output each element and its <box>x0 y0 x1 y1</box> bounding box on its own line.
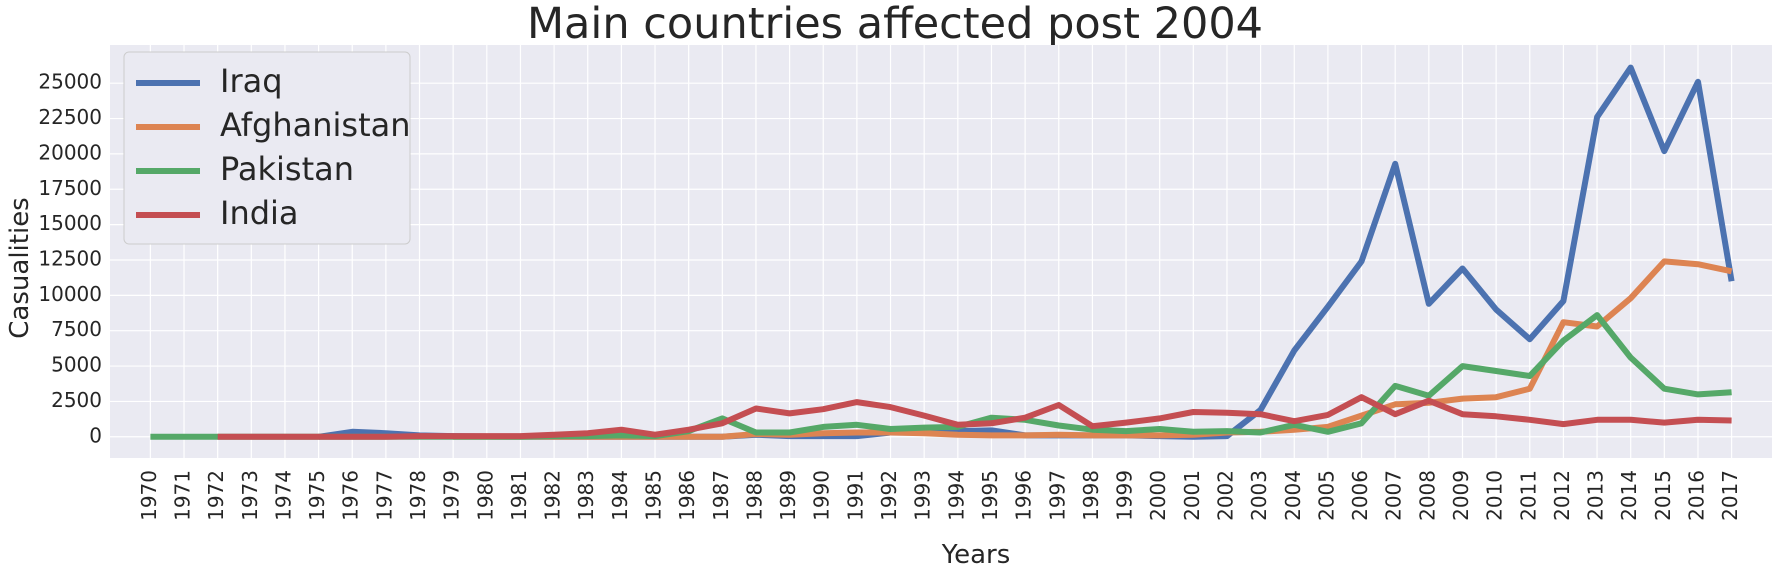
x-tick-label: 2012 <box>1550 470 1574 521</box>
x-tick-label: 1998 <box>1079 470 1103 521</box>
series-lines <box>150 64 1735 440</box>
legend-label: Pakistan <box>220 150 354 188</box>
x-tick-label: 1983 <box>574 470 598 521</box>
y-tick-label: 25000 <box>38 70 102 94</box>
x-tick-label: 2014 <box>1617 470 1641 521</box>
x-tick-label: 2000 <box>1146 470 1170 521</box>
y-tick-label: 22500 <box>38 105 102 129</box>
y-tick-label: 15000 <box>38 211 102 235</box>
x-tick-label: 1996 <box>1012 470 1036 521</box>
legend: Iraq Afghanistan Pakistan India <box>123 51 411 245</box>
y-tick-label: 12500 <box>38 246 102 270</box>
x-tick-label: 1981 <box>507 470 531 521</box>
x-tick-label: 1990 <box>810 470 834 521</box>
x-tick-label: 2002 <box>1213 470 1237 521</box>
x-tick-label: 1995 <box>978 470 1002 521</box>
x-tick-label: 1972 <box>204 470 228 521</box>
x-tick-label: 2013 <box>1584 470 1608 521</box>
x-tick-label: 2010 <box>1483 470 1507 521</box>
y-tick-label: 7500 <box>51 317 102 341</box>
y-axis-label: Casualities <box>5 197 35 338</box>
x-tick-label: 1973 <box>238 470 262 521</box>
series-line-pakistan <box>150 312 1732 440</box>
x-tick-label: 2011 <box>1516 470 1540 521</box>
x-tick-label: 1991 <box>843 470 867 521</box>
x-tick-label: 2003 <box>1247 470 1271 521</box>
x-tick-label: 2005 <box>1314 470 1338 521</box>
x-tick-label: 1992 <box>877 470 901 521</box>
x-tick-label: 1984 <box>608 470 632 521</box>
x-tick-label: 1997 <box>1045 470 1069 521</box>
y-tick-labels: 0 2500 5000 7500 10000 12500 15000 17500 20000 22… <box>38 70 102 448</box>
x-tick-label: 2004 <box>1281 470 1305 521</box>
x-tick-label: 1975 <box>305 470 329 521</box>
y-tick-label: 20000 <box>38 140 102 164</box>
legend-label: India <box>220 194 299 232</box>
x-tick-label: 1988 <box>742 470 766 521</box>
x-tick-label: 2017 <box>1718 470 1742 521</box>
x-tick-label: 1999 <box>1113 470 1137 521</box>
series-line-india <box>217 394 1732 440</box>
y-tick-label: 17500 <box>38 176 102 200</box>
x-tick-label: 1971 <box>171 470 195 521</box>
x-tick-label: 1979 <box>440 470 464 521</box>
x-tick-label: 1977 <box>372 470 396 521</box>
x-tick-label: 2015 <box>1651 470 1675 521</box>
legend-label: Iraq <box>220 62 283 100</box>
x-tick-label: 1989 <box>776 470 800 521</box>
x-tick-label: 1978 <box>406 470 430 521</box>
y-tick-label: 5000 <box>51 353 102 377</box>
x-tick-label: 1993 <box>911 470 935 521</box>
x-tick-label: 1970 <box>137 470 161 521</box>
x-tick-label: 1974 <box>271 470 295 521</box>
x-tick-label: 1980 <box>473 470 497 521</box>
legend-label: Afghanistan <box>220 106 411 144</box>
x-tick-labels: 1970 1971 1972 1973 1974 1975 1976 1977 1978 1979… <box>137 470 1742 521</box>
x-tick-label: 1986 <box>675 470 699 521</box>
x-tick-label: 2008 <box>1415 470 1439 521</box>
y-tick-label: 0 <box>89 423 102 447</box>
y-tick-label: 2500 <box>51 388 102 412</box>
x-tick-label: 1987 <box>709 470 733 521</box>
x-tick-label: 2016 <box>1684 470 1708 521</box>
x-axis-label: Years <box>941 540 1011 570</box>
chart-title: Main countries affected post 2004 <box>527 0 1263 49</box>
legend-box <box>123 51 411 245</box>
x-tick-label: 2001 <box>1180 470 1204 521</box>
x-tick-label: 2006 <box>1348 470 1372 521</box>
x-tick-label: 1976 <box>339 470 363 521</box>
x-tick-label: 1985 <box>642 470 666 521</box>
x-tick-label: 1994 <box>944 470 968 521</box>
x-tick-label: 2009 <box>1449 470 1473 521</box>
x-tick-label: 1982 <box>541 470 565 521</box>
y-tick-label: 10000 <box>38 282 102 306</box>
x-tick-label: 2007 <box>1382 470 1406 521</box>
